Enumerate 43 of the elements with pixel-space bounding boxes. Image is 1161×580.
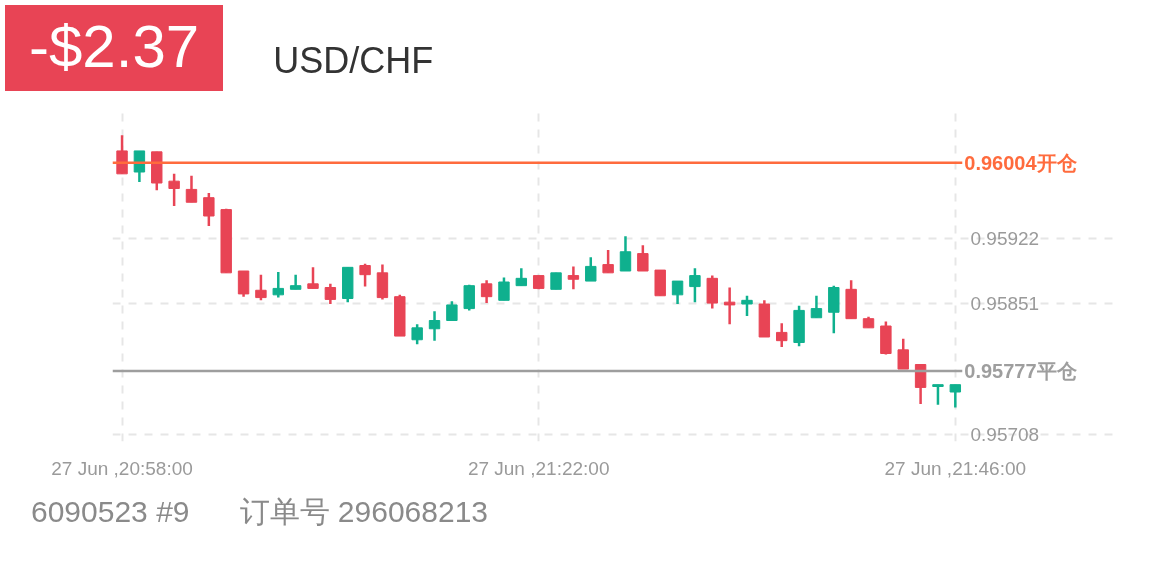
candlestick	[637, 244, 649, 273]
candlestick	[185, 174, 198, 204]
candlestick	[776, 322, 788, 349]
text: 订单号 296068213	[239, 494, 488, 530]
candlestick	[602, 248, 614, 275]
candlestick	[116, 134, 128, 176]
ref-line-label: 0.95777平仓	[964, 359, 1078, 382]
candlestick	[585, 256, 597, 283]
text: -$2.37	[29, 12, 200, 82]
x-tick-label: 27 Jun ,21:22:00	[467, 457, 610, 479]
candlestick	[203, 191, 215, 228]
candlestick	[498, 276, 510, 302]
candlestick	[949, 383, 962, 409]
candlestick	[307, 266, 319, 290]
candlestick	[272, 270, 284, 299]
text: 6090523 #9	[31, 494, 190, 530]
y-tick-label: 0.95922	[970, 227, 1040, 249]
candlestick	[689, 267, 701, 304]
y-tick-label: 0.95708	[970, 423, 1040, 445]
candlestick	[480, 278, 493, 305]
ref-line-label: 0.96004开仓	[964, 151, 1078, 174]
candlestick	[567, 265, 580, 291]
candlestick	[446, 300, 458, 322]
candlestick	[741, 294, 753, 318]
x-tick-label: 27 Jun ,21:46:00	[884, 457, 1027, 479]
y-tick-label: 0.95851	[970, 292, 1040, 314]
candlestick	[428, 310, 441, 342]
x-tick-label: 27 Jun ,20:58:00	[51, 457, 193, 479]
candlestick	[168, 172, 180, 208]
candlestick	[671, 279, 684, 306]
candlestick	[411, 322, 423, 346]
candlestick	[359, 262, 371, 288]
candlestick	[255, 273, 267, 302]
candlestick	[619, 234, 632, 273]
candlestick	[897, 337, 909, 371]
candlestick	[810, 294, 823, 319]
candlestick	[133, 149, 146, 184]
candlestick	[932, 383, 944, 407]
candlestick	[723, 286, 736, 326]
candlestick	[324, 282, 337, 306]
chart-title: USD/CHF	[273, 39, 434, 83]
candlestick	[463, 283, 475, 312]
candlestick	[237, 269, 250, 298]
